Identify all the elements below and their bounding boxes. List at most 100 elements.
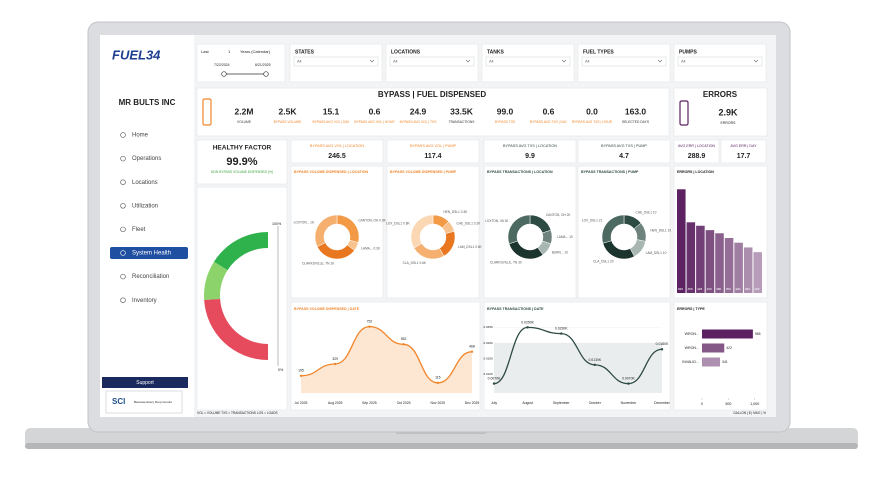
nav-item[interactable]: Reconciliation xyxy=(132,274,169,280)
point xyxy=(627,382,630,385)
dropdown-arrow xyxy=(561,59,567,63)
panel xyxy=(577,139,671,164)
nav-item[interactable]: Home xyxy=(132,133,149,139)
bar xyxy=(696,225,705,293)
value-label: 195 xyxy=(298,369,304,373)
point xyxy=(593,363,596,367)
period-label: Last xyxy=(201,49,209,54)
area xyxy=(301,326,472,393)
filter-dropdown[interactable] xyxy=(677,56,763,67)
panel xyxy=(386,165,480,299)
value-label: 115 xyxy=(435,376,441,380)
donut-slice xyxy=(507,214,531,245)
nav-item[interactable]: Inventory xyxy=(132,298,157,304)
dropdown-arrow xyxy=(753,59,759,63)
bar-label: 428 xyxy=(697,287,702,291)
value-label: 0.0130K xyxy=(588,358,601,362)
bar-label: 400 xyxy=(707,287,712,291)
gauge-segment xyxy=(204,261,228,301)
stat-label: BYPASS AVG TXS | PUMP xyxy=(601,144,647,148)
dropdown-arrow xyxy=(465,59,471,63)
slider-handle[interactable] xyxy=(263,71,269,77)
pump-icon xyxy=(202,98,212,126)
kpi-value: 15.1 xyxy=(323,106,340,116)
donut-label: CLARKSVILLE, TN 30 xyxy=(490,261,522,265)
nav-icon xyxy=(120,155,126,162)
filter-dropdown[interactable] xyxy=(293,56,379,67)
point xyxy=(470,350,474,353)
bar-label: 380 xyxy=(716,287,721,291)
nav-item[interactable]: System Health xyxy=(132,251,171,257)
filter-dropdown[interactable] xyxy=(581,56,667,67)
bar xyxy=(743,247,753,293)
donut-label: LAMA... 0.2K xyxy=(361,247,381,251)
bar-label: 450 xyxy=(688,287,693,291)
nav-icon xyxy=(120,226,126,233)
stat-value: 17.7 xyxy=(737,153,751,160)
bar-label: 965 xyxy=(755,332,761,336)
x-tick-label: Aug 2025 xyxy=(328,401,343,405)
nav-item[interactable]: Fleet xyxy=(132,227,146,233)
period-unit: Years (Calendar) xyxy=(240,49,271,54)
panel xyxy=(290,165,384,299)
nav-icon xyxy=(120,132,126,138)
x-tick-label: 0 xyxy=(701,402,703,406)
filter-label: STATES xyxy=(295,49,315,55)
laptop-base-edge xyxy=(25,443,858,449)
kpi-label: BYPASS AVG VOL | TXS xyxy=(400,120,438,124)
nav-item[interactable]: Locations xyxy=(132,180,158,186)
kpi-label: VOLUME xyxy=(237,120,252,124)
filter-label: TANKS xyxy=(487,49,505,55)
range-band xyxy=(494,343,662,393)
nav-item[interactable]: Utilization xyxy=(132,203,158,209)
x-tick-label: 1,000 xyxy=(750,402,759,406)
bar-label: 341 xyxy=(722,360,728,364)
donut-title: BYPASS VOLUME DISPENSED | LOCATION xyxy=(294,170,369,174)
stat-label: AVG ERR | DAY xyxy=(731,144,758,148)
nav-item[interactable]: Operations xyxy=(132,156,161,162)
nav-highlight xyxy=(110,247,188,259)
category-label: WRON... xyxy=(685,332,699,336)
donut-label: BURN... 10 xyxy=(552,251,568,255)
point xyxy=(660,348,664,351)
line xyxy=(493,326,663,385)
bar xyxy=(734,242,743,293)
chart-title: BYPASS VOLUME DISPENSED | DATE xyxy=(294,307,360,311)
dropdown-arrow xyxy=(369,59,375,63)
x-tick-label: Nov 2025 xyxy=(431,401,446,405)
panel xyxy=(673,139,720,164)
footer-legend: VOL = VOLUME TXS = TRANSACTIONS LOS = LO… xyxy=(197,411,278,415)
panel xyxy=(196,87,670,137)
filter-dropdown[interactable] xyxy=(389,56,475,67)
point xyxy=(299,374,303,377)
donut-title: BYPASS VOLUME DISPENSED | PUMP xyxy=(390,170,457,174)
stat-value: 4.7 xyxy=(619,153,629,160)
footer-logo-box xyxy=(105,390,183,414)
value-label: 0.0230K xyxy=(555,327,568,331)
stat-label: AVG ERR | LOCATION xyxy=(678,144,715,148)
support-button[interactable] xyxy=(102,377,188,388)
value-label: 0.0250K xyxy=(521,320,534,324)
filter-dropdown[interactable] xyxy=(485,56,571,67)
panel xyxy=(196,43,286,83)
errors-label: ERRORS xyxy=(721,121,737,125)
value-label: 752 xyxy=(367,320,373,324)
x-tick-label: Oct 2025 xyxy=(397,401,411,405)
x-tick-label: October xyxy=(589,401,602,405)
point xyxy=(526,326,529,329)
panel xyxy=(720,139,767,164)
donut-label: LOXTON... 1K xyxy=(294,221,315,225)
donut-slice xyxy=(410,214,434,249)
errors-title: ERRORS xyxy=(703,90,738,99)
value-label: 552 xyxy=(401,337,407,341)
kpi-label: BYPASS AVG VOL | HOUR xyxy=(354,120,395,124)
panel xyxy=(673,87,768,137)
x-tick-label: September xyxy=(553,401,570,405)
kpi-value: 33.5K xyxy=(450,106,474,116)
nav-icon xyxy=(120,203,126,209)
slider-handle[interactable] xyxy=(221,71,227,77)
category-label: INVALID... xyxy=(682,360,699,364)
y-tick-label: 0.015K xyxy=(483,356,493,360)
filter-value: All xyxy=(393,59,398,64)
stat-value: 246.5 xyxy=(328,153,346,160)
